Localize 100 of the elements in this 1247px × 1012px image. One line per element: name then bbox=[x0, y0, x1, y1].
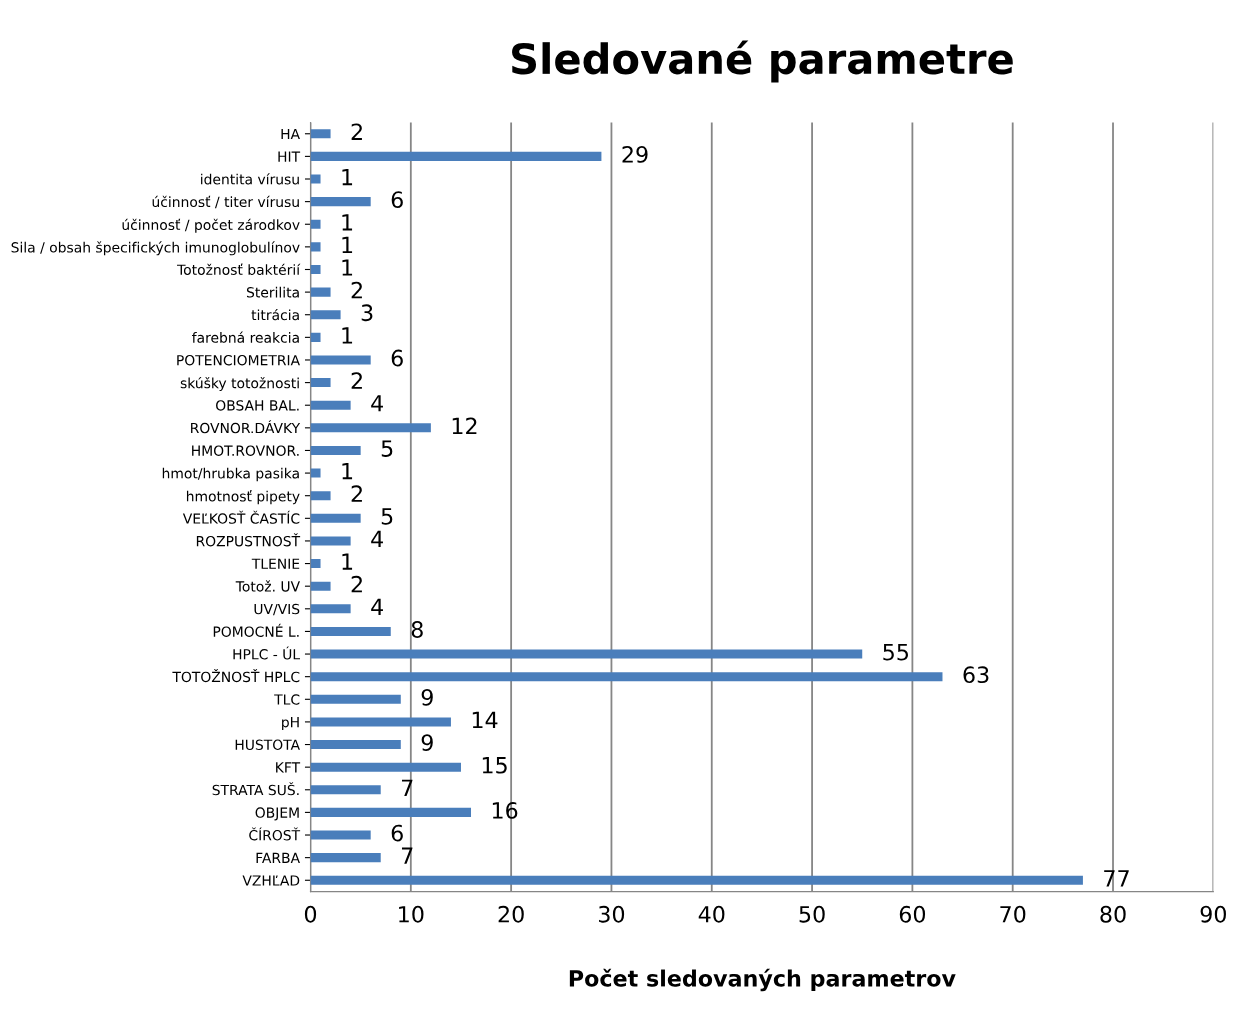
y-tick-label: HPLC - ÚL bbox=[233, 646, 301, 660]
data-label: 5 bbox=[381, 440, 393, 457]
data-label: 1 bbox=[342, 236, 353, 253]
bar bbox=[310, 400, 351, 410]
data-label: 1 bbox=[342, 553, 353, 570]
bar bbox=[310, 785, 381, 795]
x-tick-label: 10 bbox=[399, 905, 424, 923]
data-label: 16 bbox=[492, 802, 518, 819]
bar bbox=[310, 830, 371, 840]
y-tick-label: HMOT.ROVNOR. bbox=[192, 445, 299, 456]
x-tick-label: 90 bbox=[1200, 905, 1226, 923]
data-label: 4 bbox=[371, 395, 383, 412]
y-tick-label: TOTOŽNOSŤ HPLC bbox=[172, 669, 300, 683]
data-label: 9 bbox=[421, 734, 433, 751]
bar bbox=[310, 197, 371, 207]
data-label: 2 bbox=[351, 485, 362, 502]
bar bbox=[310, 491, 331, 501]
bar bbox=[310, 378, 331, 388]
bar bbox=[310, 468, 321, 478]
y-tick-label: KFT bbox=[276, 762, 301, 773]
y-tick-label: VEĽKOSŤ ČASTÍC bbox=[182, 510, 300, 524]
bar bbox=[310, 875, 1083, 885]
data-label: 77 bbox=[1104, 870, 1129, 887]
data-label: 29 bbox=[622, 146, 648, 163]
y-tick-label: HIT bbox=[278, 151, 301, 162]
bar bbox=[310, 332, 321, 342]
data-label: 1 bbox=[342, 168, 353, 186]
y-tick-label: farebná reakcia bbox=[192, 331, 299, 343]
data-label: 1 bbox=[342, 259, 353, 276]
data-label: 7 bbox=[401, 779, 413, 796]
y-tick-label: FARBA bbox=[256, 852, 300, 863]
y-tick-label: Totož. UV bbox=[235, 580, 300, 592]
bar bbox=[310, 626, 391, 636]
data-label: 9 bbox=[421, 688, 433, 706]
data-label: 3 bbox=[361, 304, 373, 322]
y-tick-label: pH bbox=[282, 717, 299, 731]
bar bbox=[310, 129, 331, 139]
bar bbox=[310, 513, 361, 523]
bar bbox=[310, 174, 321, 184]
bar bbox=[310, 740, 401, 750]
data-label: 4 bbox=[371, 598, 383, 615]
data-label: 6 bbox=[391, 824, 403, 842]
bar bbox=[310, 423, 431, 433]
y-tick-label: skúšky totožnosti bbox=[180, 377, 299, 392]
x-tick-label: 70 bbox=[1000, 905, 1026, 923]
y-tick-label: Sila / obsah špecifických imunoglobulínov bbox=[11, 241, 300, 256]
bar bbox=[310, 694, 401, 704]
y-tick-label: POMOCNÉ L. bbox=[213, 623, 299, 637]
x-tick-label: 80 bbox=[1100, 905, 1126, 923]
bar bbox=[310, 581, 331, 591]
y-tick-label: hmot/hrubka pasika bbox=[162, 467, 299, 482]
y-tick-label: Totožnosť baktérií bbox=[177, 263, 301, 275]
y-tick-label: VZHĽAD bbox=[242, 875, 300, 886]
bar bbox=[310, 355, 371, 365]
y-tick-label: OBJEM bbox=[255, 807, 299, 821]
data-label: 12 bbox=[452, 417, 477, 434]
data-label: 63 bbox=[963, 666, 989, 684]
bar bbox=[310, 445, 361, 455]
y-tick-label: TLC bbox=[274, 694, 300, 705]
y-tick-label: účinnosť / titer vírusu bbox=[152, 195, 299, 209]
bar bbox=[310, 604, 351, 614]
x-tick-label: 40 bbox=[698, 905, 725, 923]
chart-title: Sledované parametre bbox=[512, 40, 1013, 83]
data-label: 14 bbox=[472, 711, 498, 729]
y-tick-label: titrácia bbox=[251, 308, 299, 321]
bar bbox=[310, 264, 321, 275]
x-axis-title: Počet sledovaných parametrov bbox=[569, 968, 956, 992]
y-tick-label: ROZPUSTNOSŤ bbox=[196, 533, 301, 547]
y-tick-label: Sterilita bbox=[246, 286, 299, 298]
bar bbox=[310, 672, 943, 682]
x-tick-label: 50 bbox=[799, 905, 825, 923]
data-label: 2 bbox=[351, 123, 362, 140]
y-tick-label: HUSTOTA bbox=[235, 739, 300, 751]
data-label: 6 bbox=[391, 191, 403, 209]
bar bbox=[310, 762, 461, 772]
data-label: 15 bbox=[482, 757, 507, 774]
y-tick-label: HA bbox=[281, 128, 300, 140]
data-label: 1 bbox=[342, 214, 353, 231]
x-tick-label: 20 bbox=[498, 905, 524, 923]
bar bbox=[310, 287, 331, 297]
y-tick-label: OBSAH BAL. bbox=[216, 400, 299, 411]
bar bbox=[310, 807, 472, 817]
bar bbox=[310, 242, 321, 252]
bar bbox=[310, 853, 381, 863]
data-label: 2 bbox=[351, 372, 362, 389]
y-tick-label: STRATA SUŠ. bbox=[212, 782, 299, 796]
y-tick-label: identita vírusu bbox=[201, 173, 299, 185]
data-label: 5 bbox=[381, 508, 393, 525]
bar bbox=[310, 219, 321, 229]
data-label: 2 bbox=[351, 575, 362, 593]
bar bbox=[310, 559, 321, 569]
data-label: 1 bbox=[342, 463, 353, 480]
data-label: 6 bbox=[391, 349, 403, 367]
y-tick-label: ROVNOR.DÁVKY bbox=[191, 420, 301, 434]
y-tick-label: účinnosť / počet zárodkov bbox=[122, 218, 300, 233]
x-tick-label: 60 bbox=[899, 905, 926, 923]
data-label: 55 bbox=[883, 643, 909, 661]
bar bbox=[310, 536, 351, 546]
bar bbox=[310, 717, 451, 727]
data-label: 8 bbox=[411, 621, 423, 638]
